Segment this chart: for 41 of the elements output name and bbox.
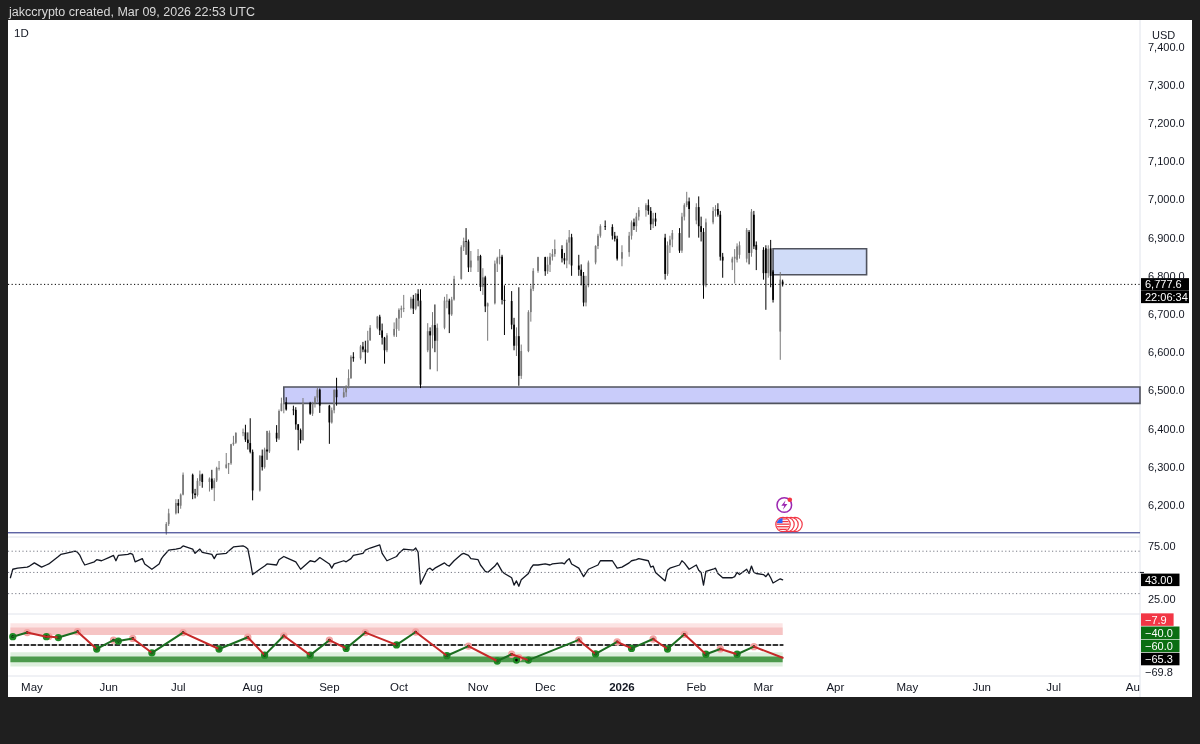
y-tick-label: 7,400.0 bbox=[1148, 40, 1185, 53]
text: −69.8 bbox=[1145, 666, 1173, 679]
y-tick-label: 6,600.0 bbox=[1148, 346, 1185, 359]
text: jakccrypto created, Mar 09, 2026 22:53 UTC bbox=[8, 4, 255, 19]
y-tick-label: 7,000.0 bbox=[1148, 193, 1185, 206]
y-tick-label: 6,900.0 bbox=[1148, 231, 1185, 244]
x-tick-label: Au bbox=[1125, 681, 1140, 693]
y-tick-label: 6,200.0 bbox=[1148, 498, 1185, 511]
y-tick-label: 6,700.0 bbox=[1148, 308, 1185, 321]
x-tick-label: Dec bbox=[534, 681, 556, 693]
annotation: 43.00 bbox=[1145, 573, 1173, 586]
text: 22:06:34 bbox=[1145, 290, 1188, 303]
text: −65.3 bbox=[1145, 653, 1173, 666]
y-tick-label: 7,200.0 bbox=[1148, 117, 1185, 130]
x-tick-label: Jul bbox=[1046, 681, 1062, 693]
y-tick-label: 7,100.0 bbox=[1148, 155, 1185, 168]
text: 1D bbox=[14, 27, 29, 39]
y-tick-label: 6,400.0 bbox=[1148, 422, 1185, 435]
x-tick-label: Jun bbox=[972, 681, 991, 693]
y-tick-label: 25.00 bbox=[1148, 592, 1176, 605]
text: −40.0 bbox=[1145, 626, 1173, 639]
ref-line-label: 6,777.6 bbox=[1145, 278, 1182, 291]
x-tick-label: Mar bbox=[753, 681, 774, 693]
x-tick-label: Sep bbox=[319, 681, 340, 693]
x-tick-label: Oct bbox=[389, 681, 409, 693]
y-tick-label: 75.00 bbox=[1148, 539, 1176, 552]
y-axis-title: USD bbox=[1152, 29, 1176, 41]
x-tick-label: May bbox=[896, 681, 919, 693]
x-tick-label: Apr bbox=[826, 681, 845, 693]
x-tick-label: Jul bbox=[170, 681, 186, 693]
text: −7.9 bbox=[1145, 613, 1167, 626]
x-tick-label: Aug bbox=[242, 681, 263, 693]
x-tick-label: Nov bbox=[467, 681, 489, 693]
x-tick-label: May bbox=[21, 681, 44, 693]
x-tick-label: 2026 bbox=[609, 681, 635, 693]
x-tick-label: Jun bbox=[99, 681, 118, 693]
y-tick-label: 6,300.0 bbox=[1148, 460, 1185, 473]
y-tick-label: 6,500.0 bbox=[1148, 384, 1185, 397]
text: −60.0 bbox=[1145, 639, 1173, 652]
y-tick-label: 7,300.0 bbox=[1148, 78, 1185, 91]
x-tick-label: Feb bbox=[686, 681, 707, 693]
